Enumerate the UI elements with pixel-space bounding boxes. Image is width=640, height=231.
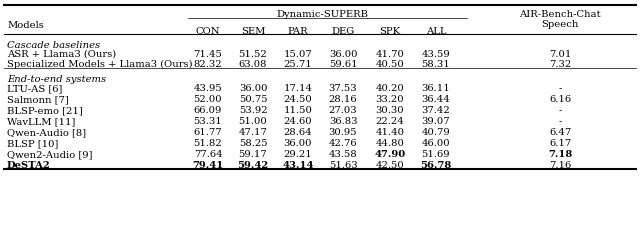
Text: 50.75: 50.75	[239, 95, 268, 104]
Text: 27.03: 27.03	[329, 106, 357, 115]
Text: 71.45: 71.45	[193, 50, 223, 59]
Text: 37.53: 37.53	[329, 84, 357, 93]
Text: 6.16: 6.16	[549, 95, 571, 104]
Text: 33.20: 33.20	[376, 95, 404, 104]
Text: 63.08: 63.08	[239, 60, 268, 69]
Text: 61.77: 61.77	[194, 128, 222, 137]
Text: SPK: SPK	[380, 27, 401, 36]
Text: 46.00: 46.00	[422, 139, 451, 148]
Text: 51.00: 51.00	[239, 117, 268, 126]
Text: Qwen-Audio [8]: Qwen-Audio [8]	[7, 128, 86, 137]
Text: 59.17: 59.17	[239, 150, 268, 159]
Text: 40.20: 40.20	[376, 84, 404, 93]
Text: SEM: SEM	[241, 27, 265, 36]
Text: 42.50: 42.50	[376, 161, 404, 170]
Text: 30.95: 30.95	[329, 128, 357, 137]
Text: DEG: DEG	[332, 27, 355, 36]
Text: 52.00: 52.00	[194, 95, 222, 104]
Text: -: -	[558, 117, 562, 126]
Text: AIR-Bench-Chat: AIR-Bench-Chat	[519, 10, 601, 19]
Text: -: -	[558, 106, 562, 115]
Text: 51.63: 51.63	[329, 161, 357, 170]
Text: 43.58: 43.58	[328, 150, 357, 159]
Text: 40.50: 40.50	[376, 60, 404, 69]
Text: BLSP [10]: BLSP [10]	[7, 139, 58, 148]
Text: 28.64: 28.64	[284, 128, 312, 137]
Text: PAR: PAR	[288, 27, 308, 36]
Text: Salmonn [7]: Salmonn [7]	[7, 95, 68, 104]
Text: 29.21: 29.21	[284, 150, 312, 159]
Text: LTU-AS [6]: LTU-AS [6]	[7, 84, 62, 93]
Text: 53.31: 53.31	[194, 117, 222, 126]
Text: 17.14: 17.14	[284, 84, 312, 93]
Text: 24.50: 24.50	[284, 95, 312, 104]
Text: 59.61: 59.61	[329, 60, 357, 69]
Text: 36.83: 36.83	[329, 117, 357, 126]
Text: 42.76: 42.76	[329, 139, 357, 148]
Text: 47.90: 47.90	[374, 150, 406, 159]
Text: 24.60: 24.60	[284, 117, 312, 126]
Text: 6.47: 6.47	[549, 128, 571, 137]
Text: 44.80: 44.80	[376, 139, 404, 148]
Text: 51.52: 51.52	[239, 50, 268, 59]
Text: Speech: Speech	[541, 20, 579, 29]
Text: 41.40: 41.40	[376, 128, 404, 137]
Text: 51.69: 51.69	[422, 150, 451, 159]
Text: 43.59: 43.59	[422, 50, 451, 59]
Text: 77.64: 77.64	[194, 150, 222, 159]
Text: 6.17: 6.17	[549, 139, 571, 148]
Text: 30.30: 30.30	[376, 106, 404, 115]
Text: ASR + Llama3 (Ours): ASR + Llama3 (Ours)	[7, 50, 116, 59]
Text: 15.07: 15.07	[284, 50, 312, 59]
Text: 79.41: 79.41	[193, 161, 223, 170]
Text: 36.00: 36.00	[329, 50, 357, 59]
Text: Dynamic-SUPERB: Dynamic-SUPERB	[276, 10, 368, 19]
Text: 22.24: 22.24	[376, 117, 404, 126]
Text: 7.01: 7.01	[549, 50, 571, 59]
Text: Qwen2-Audio [9]: Qwen2-Audio [9]	[7, 150, 93, 159]
Text: 56.78: 56.78	[420, 161, 452, 170]
Text: 41.70: 41.70	[376, 50, 404, 59]
Text: 36.00: 36.00	[239, 84, 268, 93]
Text: 36.44: 36.44	[422, 95, 451, 104]
Text: 58.25: 58.25	[239, 139, 268, 148]
Text: 36.11: 36.11	[422, 84, 451, 93]
Text: BLSP-emo [21]: BLSP-emo [21]	[7, 106, 83, 115]
Text: 28.16: 28.16	[329, 95, 357, 104]
Text: DeSTA2: DeSTA2	[7, 161, 51, 170]
Text: 7.32: 7.32	[549, 60, 571, 69]
Text: 59.42: 59.42	[237, 161, 269, 170]
Text: 43.95: 43.95	[194, 84, 222, 93]
Text: Specialized Models + Llama3 (Ours): Specialized Models + Llama3 (Ours)	[7, 60, 193, 69]
Text: 51.82: 51.82	[194, 139, 222, 148]
Text: CON: CON	[196, 27, 220, 36]
Text: 25.71: 25.71	[284, 60, 312, 69]
Text: 36.00: 36.00	[284, 139, 312, 148]
Text: Models: Models	[7, 21, 44, 30]
Text: 11.50: 11.50	[284, 106, 312, 115]
Text: 7.16: 7.16	[549, 161, 571, 170]
Text: 39.07: 39.07	[422, 117, 451, 126]
Text: -: -	[558, 84, 562, 93]
Text: End-to-end systems: End-to-end systems	[7, 75, 106, 84]
Text: 47.17: 47.17	[239, 128, 268, 137]
Text: 7.18: 7.18	[548, 150, 572, 159]
Text: 43.14: 43.14	[282, 161, 314, 170]
Text: 53.92: 53.92	[239, 106, 268, 115]
Text: WavLLM [11]: WavLLM [11]	[7, 117, 76, 126]
Text: ALL: ALL	[426, 27, 446, 36]
Text: 66.09: 66.09	[194, 106, 222, 115]
Text: Cascade baselines: Cascade baselines	[7, 41, 100, 50]
Text: 58.31: 58.31	[422, 60, 451, 69]
Text: 82.32: 82.32	[194, 60, 222, 69]
Text: 37.42: 37.42	[422, 106, 451, 115]
Text: 40.79: 40.79	[422, 128, 451, 137]
